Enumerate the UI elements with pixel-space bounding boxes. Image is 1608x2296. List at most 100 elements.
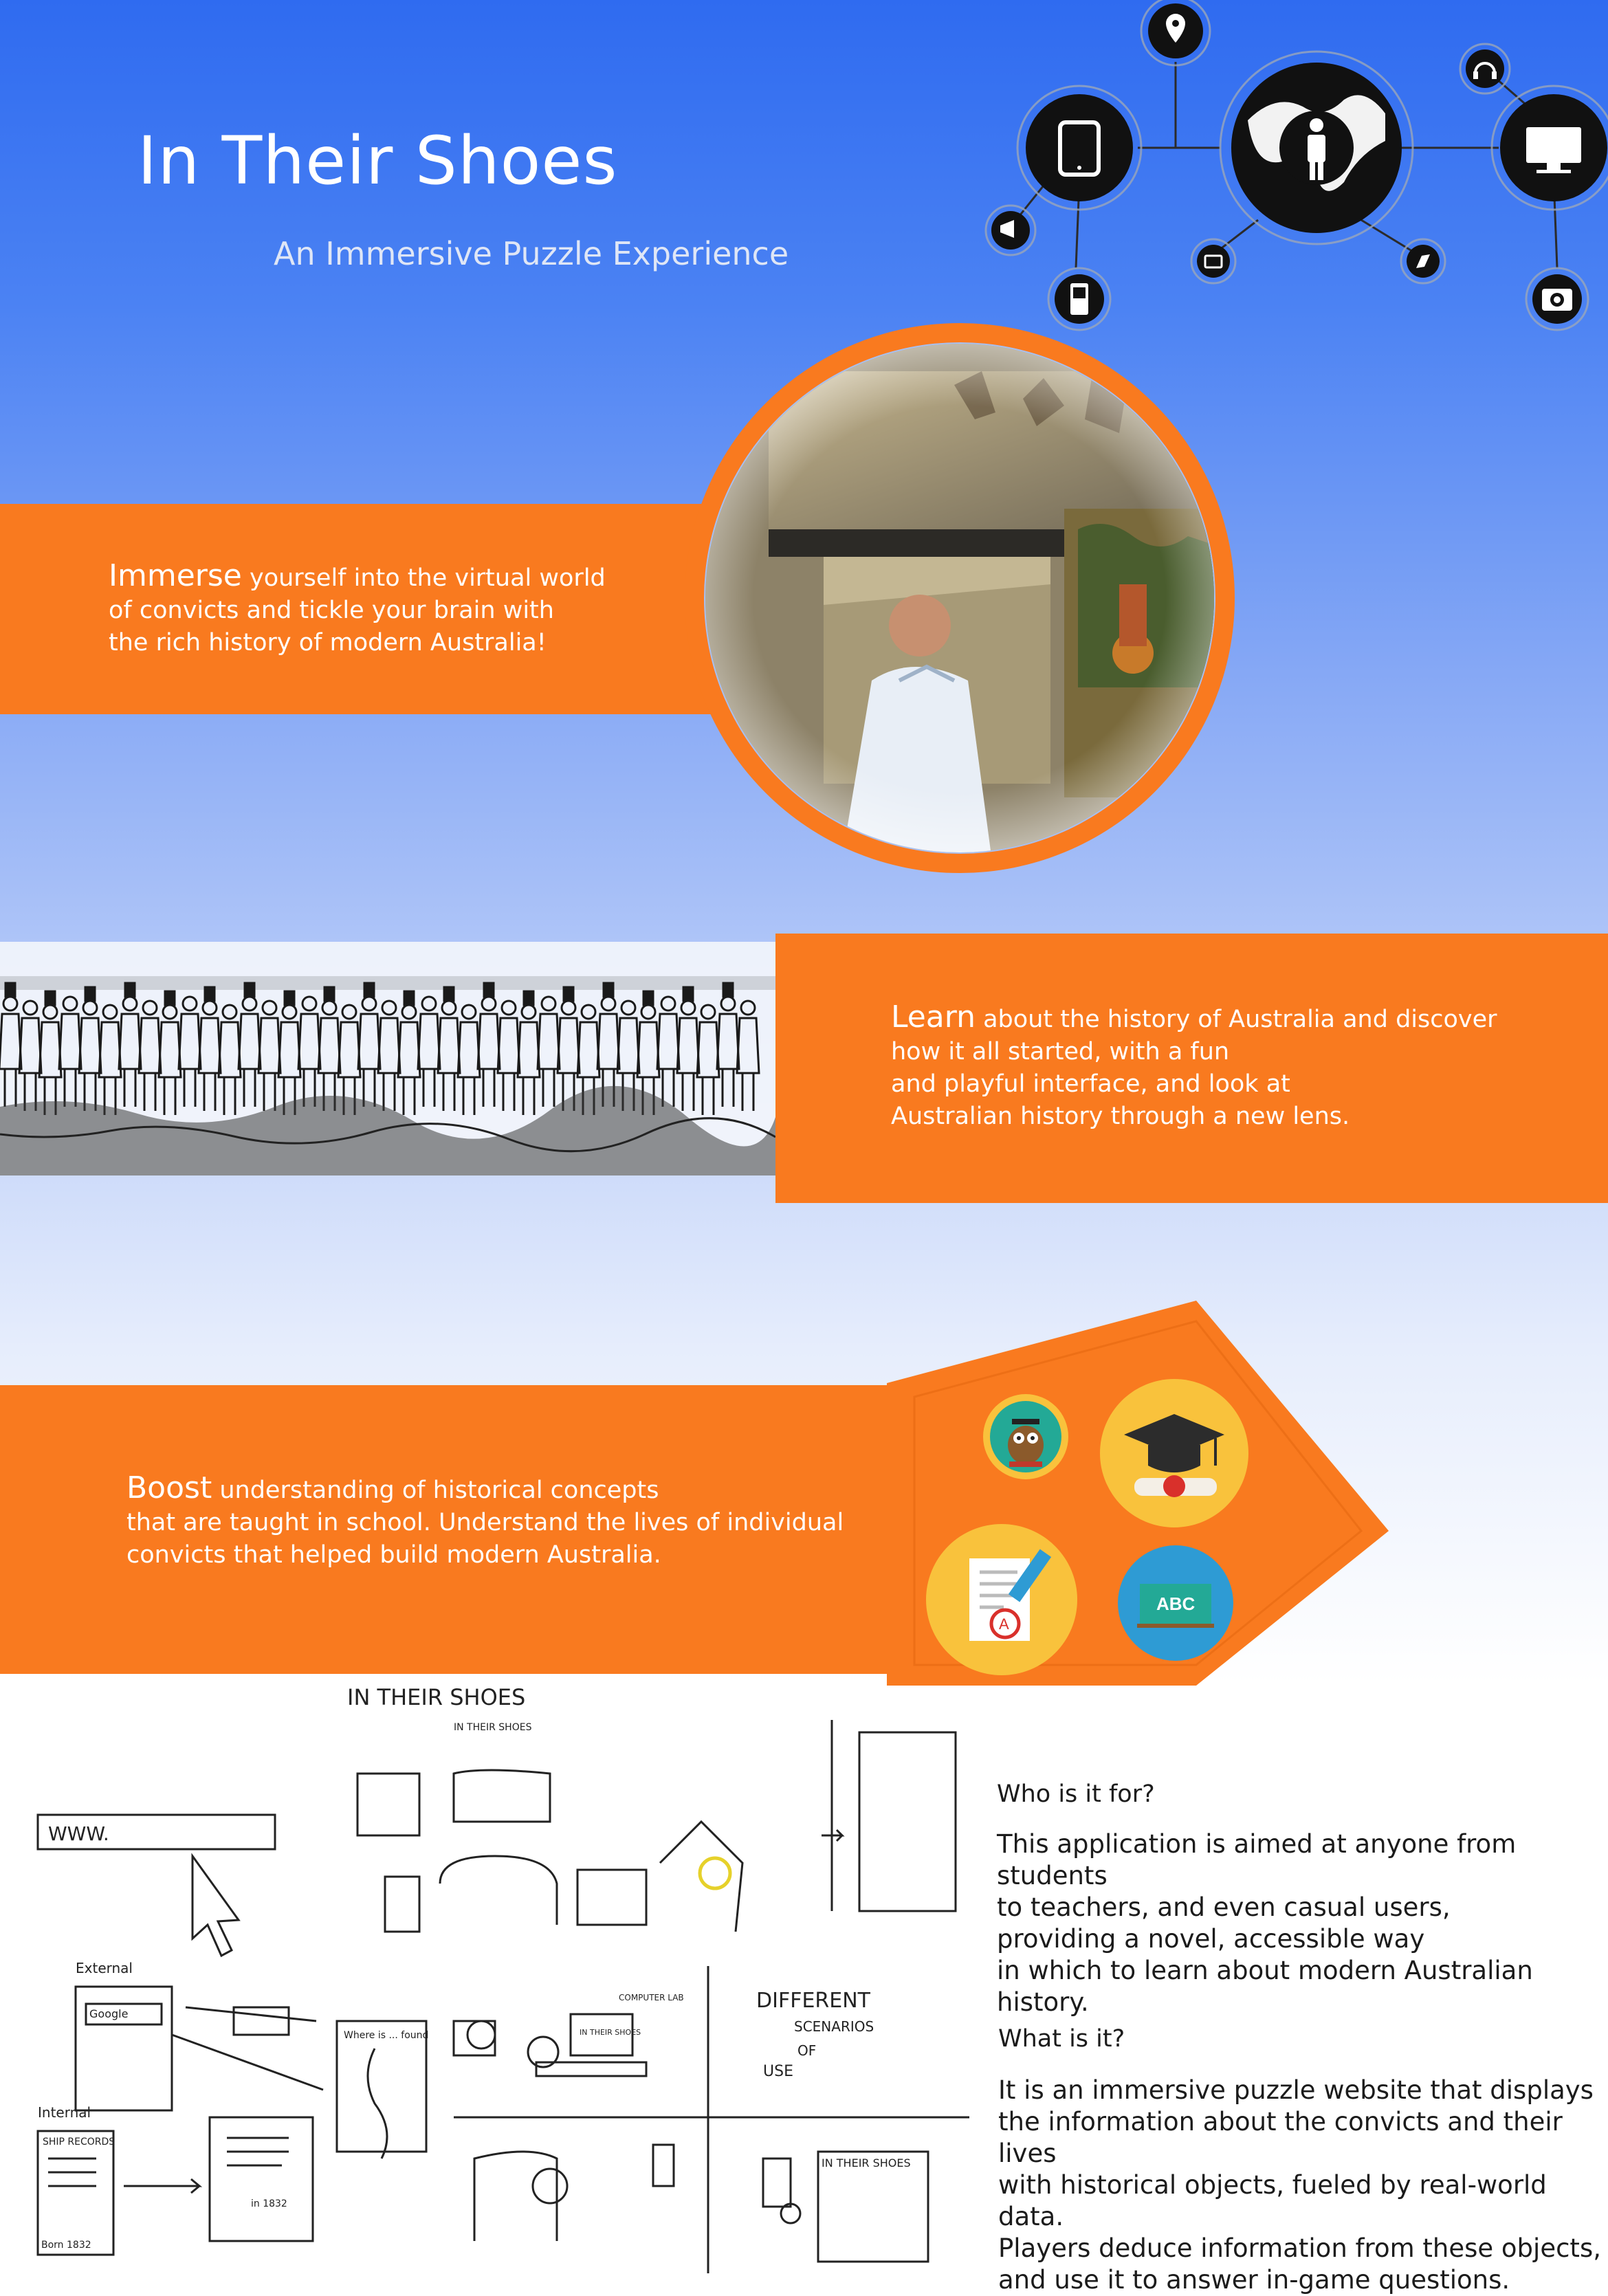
convict-figure-hat bbox=[562, 986, 575, 1002]
boost-line-2: that are taught in school. Understand th… bbox=[126, 1509, 844, 1536]
sketch-label-scenarios-2: SCENARIOS bbox=[794, 2018, 874, 2035]
convict-figure-hat bbox=[602, 982, 615, 998]
person-globe-icon bbox=[1231, 63, 1402, 233]
learn-line-1: about the history of Australia and disco… bbox=[975, 1006, 1497, 1033]
convict-figure-head bbox=[142, 1000, 158, 1016]
convict-figure-hat bbox=[164, 990, 176, 1006]
convict-figure-body bbox=[536, 1013, 561, 1107]
sketch-title: IN THEIR SHOES bbox=[347, 1684, 525, 1710]
convict-figure-body bbox=[197, 1017, 222, 1111]
learn-line-3: and playful interface, and look at bbox=[891, 1070, 1290, 1098]
camera-icon bbox=[1532, 274, 1582, 324]
immerse-lead: Immerse bbox=[109, 558, 242, 593]
sketch-label-year2: in 1832 bbox=[251, 2198, 287, 2209]
sketch-label-scenarios-3: OF bbox=[797, 2042, 816, 2059]
convict-figure-head bbox=[221, 1004, 238, 1020]
convict-figure-body bbox=[456, 1021, 481, 1115]
who-line-3: providing a novel, accessible way bbox=[997, 1924, 1425, 1954]
convict-figure-head bbox=[421, 995, 437, 1012]
sketch-url-box: WWW. bbox=[48, 1822, 109, 1845]
convict-figure-body bbox=[736, 1017, 760, 1111]
convict-figure-hat bbox=[443, 986, 455, 1002]
sketch-label-ship: SHIP RECORDS bbox=[43, 2137, 115, 2148]
convict-figure-body bbox=[257, 1017, 282, 1111]
convict-figure-hat bbox=[722, 982, 734, 998]
museum-visitor-photo bbox=[685, 323, 1235, 873]
convict-figure-head bbox=[580, 1004, 597, 1020]
immerse-line-3: the rich history of modern Australia! bbox=[109, 629, 547, 656]
learn-line-2: how it all started, with a fun bbox=[891, 1038, 1230, 1066]
page-subtitle: An Immersive Puzzle Experience bbox=[274, 235, 789, 272]
convict-figure-hat bbox=[84, 986, 96, 1002]
convict-figure-hat bbox=[403, 990, 415, 1006]
megaphone-icon bbox=[991, 211, 1030, 250]
sketch-label-google: Google bbox=[89, 2007, 128, 2020]
convict-figure-head bbox=[102, 1004, 118, 1020]
convict-figure-body bbox=[0, 1013, 23, 1107]
convict-figure-body bbox=[437, 1017, 461, 1111]
convict-figure-body bbox=[377, 1017, 401, 1111]
compass-icon bbox=[1407, 245, 1440, 278]
svg-text:A: A bbox=[999, 1615, 1009, 1633]
chalkboard-text: ABC bbox=[1156, 1593, 1196, 1614]
sketch-label-screen: IN THEIR SHOES bbox=[580, 2028, 641, 2037]
convict-figure-body bbox=[696, 1021, 720, 1115]
convict-figure-head bbox=[740, 1000, 756, 1016]
sketch-label-scenarios-4: USE bbox=[763, 2063, 793, 2080]
convict-figure-body bbox=[58, 1013, 82, 1107]
who-line-1: This application is aimed at anyone from… bbox=[997, 1829, 1517, 1890]
who-section: Who is it for? This application is aimed… bbox=[997, 1780, 1602, 2018]
immerse-line-1: yourself into the virtual world bbox=[241, 564, 606, 592]
sketch-label-year1: Born 1832 bbox=[41, 2240, 91, 2251]
convict-figure-head bbox=[660, 995, 676, 1012]
convict-figure-body bbox=[217, 1021, 242, 1115]
sketch-label-scenarios-1: DIFFERENT bbox=[756, 1989, 871, 2013]
convict-figure-body bbox=[118, 1013, 142, 1107]
convict-figure-head bbox=[261, 1000, 278, 1016]
sketch-label-computer: COMPUTER LAB bbox=[619, 1993, 684, 2002]
convict-figure-head bbox=[301, 995, 318, 1012]
sketch-label-where: Where is ... found bbox=[344, 2030, 428, 2041]
location-pin-icon bbox=[1148, 3, 1203, 58]
sketch-label-panel: IN THEIR SHOES bbox=[822, 2156, 911, 2170]
convict-figure-head bbox=[620, 1000, 637, 1016]
what-section: What is it? It is an immersive puzzle we… bbox=[998, 2025, 1603, 2296]
convict-figure-head bbox=[540, 995, 557, 1012]
what-heading: What is it? bbox=[998, 2025, 1125, 2053]
sketch-subtitle: IN THEIR SHOES bbox=[454, 1722, 532, 1733]
convict-figure-hat bbox=[323, 986, 335, 1002]
learn-lead: Learn bbox=[891, 1000, 976, 1035]
convict-figure-head bbox=[341, 1004, 357, 1020]
convict-figure-body bbox=[237, 1013, 262, 1107]
convict-figure-head bbox=[500, 1000, 517, 1016]
page-title: In Their Shoes bbox=[137, 122, 618, 199]
who-line-4: in which to learn about modern Australia… bbox=[997, 1956, 1533, 2017]
convict-figure-body bbox=[476, 1013, 501, 1107]
convict-figure-body bbox=[417, 1013, 441, 1107]
learn-line-4: Australian history through a new lens. bbox=[891, 1103, 1350, 1130]
learn-text: Learn about the history of Australia and… bbox=[891, 1001, 1578, 1133]
graded-paper-icon: A bbox=[926, 1524, 1077, 1675]
convict-figure-hat bbox=[124, 982, 136, 998]
what-line-4: Players deduce information from these ob… bbox=[998, 2233, 1601, 2263]
monitor-icon bbox=[1500, 94, 1607, 201]
convict-figure-head bbox=[62, 995, 78, 1012]
what-line-1: It is an immersive puzzle website that d… bbox=[998, 2075, 1594, 2105]
convict-figure-head bbox=[700, 1004, 716, 1020]
convict-figure-body bbox=[157, 1021, 182, 1115]
graduation-cap-icon bbox=[1100, 1379, 1248, 1527]
convict-figure-body bbox=[177, 1013, 202, 1107]
who-heading: Who is it for? bbox=[997, 1780, 1155, 1808]
who-line-2: to teachers, and even casual users, bbox=[997, 1892, 1451, 1922]
immerse-line-2: of convicts and tickle your brain with bbox=[109, 597, 554, 624]
owl-icon bbox=[983, 1394, 1068, 1479]
convict-figure-head bbox=[181, 995, 198, 1012]
boost-lead: Boost bbox=[126, 1470, 212, 1505]
boost-text: Boost understanding of historical concep… bbox=[126, 1472, 938, 1571]
convicts-illustration bbox=[0, 942, 775, 1175]
convict-figure-hat bbox=[283, 990, 296, 1006]
what-line-3: with historical objects, fueled by real-… bbox=[998, 2170, 1547, 2231]
learn-band: Learn about the history of Australia and… bbox=[775, 934, 1608, 1203]
immerse-band: Immerse yourself into the virtual world … bbox=[0, 504, 756, 714]
what-line-5: and use it to answer in-game questions. bbox=[998, 2265, 1510, 2295]
